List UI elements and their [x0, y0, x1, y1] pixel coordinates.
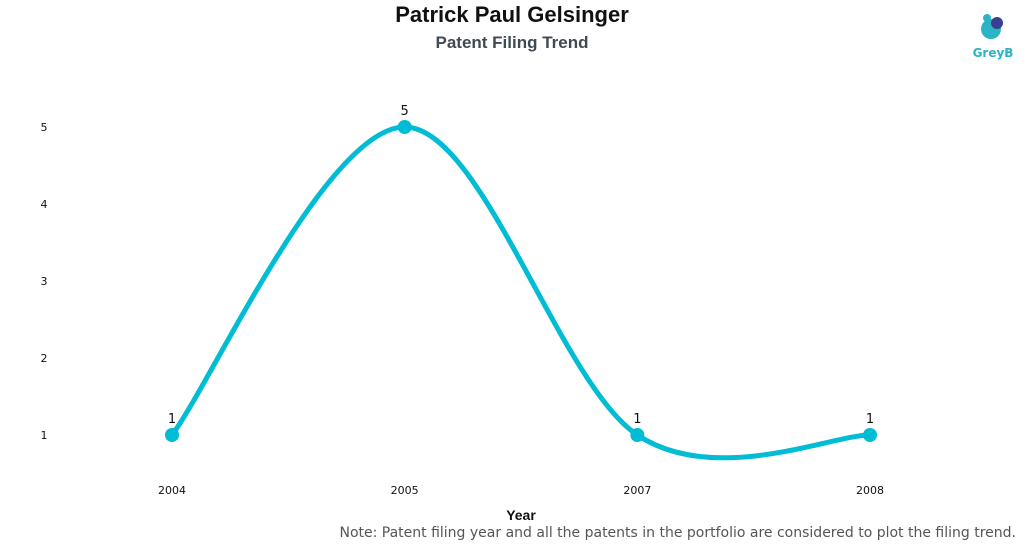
y-tick-label: 4	[41, 198, 48, 211]
series-line	[169, 124, 873, 461]
logo-text: GreyB	[972, 46, 1014, 60]
y-tick-label: 2	[41, 352, 48, 365]
x-tick-label: 2008	[856, 484, 884, 497]
x-tick-label: 2007	[623, 484, 651, 497]
data-label: 1	[168, 412, 176, 427]
data-label: 5	[401, 104, 409, 119]
x-axis-ticks: 2004 2005 2007 2008	[158, 484, 884, 497]
data-label: 1	[633, 412, 641, 427]
x-axis-title: Year	[506, 507, 536, 523]
y-tick-label: 3	[41, 275, 48, 288]
data-point[interactable]	[165, 428, 179, 442]
y-axis-ticks: 1 2 3 4 5	[41, 121, 48, 442]
y-tick-label: 5	[41, 121, 48, 134]
chart-title: Patrick Paul Gelsinger	[395, 2, 629, 27]
x-tick-label: 2005	[391, 484, 419, 497]
data-point[interactable]	[397, 120, 412, 134]
series-group: 151 1	[165, 104, 877, 461]
data-point[interactable]	[630, 428, 645, 442]
data-point[interactable]	[863, 428, 877, 442]
y-tick-label: 1	[41, 429, 48, 442]
x-tick-label: 2004	[158, 484, 186, 497]
greyb-logo: GreyB	[968, 10, 1018, 66]
data-label: 1	[866, 412, 874, 427]
footer-note: Note: Patent filing year and all the pat…	[339, 525, 1016, 541]
greyb-logo-icon	[981, 14, 1003, 39]
chart-subtitle: Patent Filing Trend	[435, 33, 589, 52]
